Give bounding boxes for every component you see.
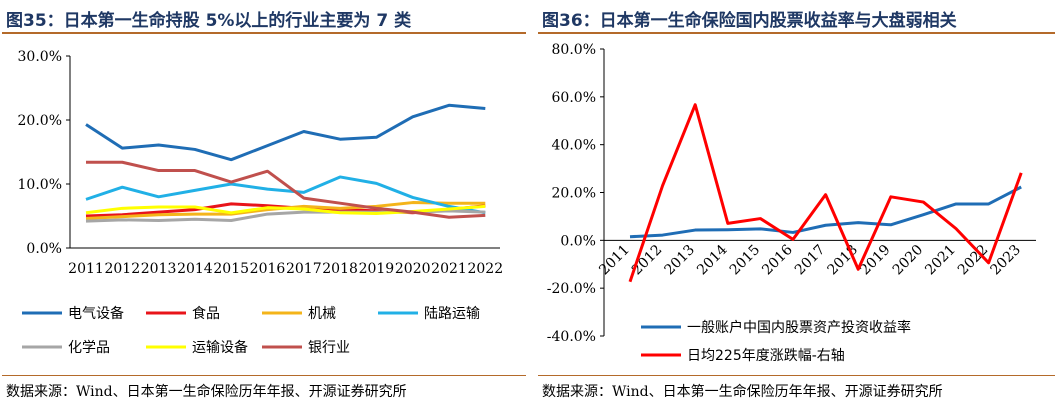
y-tick-label: 10.0% bbox=[18, 177, 62, 193]
legend-label: 电气设备 bbox=[68, 305, 124, 322]
x-tick-label: 2021 bbox=[922, 242, 959, 279]
right-chart-svg: -40.0% -20.0% 0.0% 20.0% 40.0% 60.0% 80.0% 2011… bbox=[547, 42, 1036, 364]
x-tick-label: 2016 bbox=[250, 261, 286, 277]
legend-label: 一般账户中国内股票资产投资收益率 bbox=[687, 319, 911, 336]
x-tick-label: 2016 bbox=[759, 242, 796, 279]
legend-label: 化学品 bbox=[68, 340, 110, 356]
source-divider bbox=[538, 375, 1055, 376]
title-divider bbox=[2, 32, 526, 34]
right-chart-panel: 图36：日本第一生命保险国内股票收益率与大盘弱相关 -40.0% -20.0% 0.… bbox=[536, 0, 1057, 405]
x-tick-label: 2020 bbox=[890, 242, 927, 279]
x-tick-label: 2021 bbox=[431, 261, 467, 277]
x-tick-label: 2013 bbox=[662, 242, 699, 279]
legend-label: 陆路运输 bbox=[424, 306, 480, 322]
legend-label: 运输设备 bbox=[192, 339, 248, 356]
series-line-4 bbox=[85, 175, 486, 215]
y-tick-label: -20.0% bbox=[547, 281, 596, 297]
series-line-2 bbox=[628, 103, 1023, 283]
series-line-1 bbox=[85, 103, 486, 162]
chart-title: 图35：日本第一生命持股 5%以上的行业主要为 7 类 bbox=[6, 11, 412, 31]
y-tick-label: -40.0% bbox=[547, 329, 596, 345]
left-chart-panel: 图35：日本第一生命持股 5%以上的行业主要为 7 类 0.0% 10.0% 20.… bbox=[0, 0, 528, 405]
y-tick-label: 0.0% bbox=[26, 241, 62, 257]
y-tick-label: 30.0% bbox=[18, 49, 62, 65]
x-tick-label: 2013 bbox=[141, 261, 177, 277]
source-divider bbox=[2, 375, 526, 376]
title-divider bbox=[538, 32, 1055, 34]
x-tick-label: 2011 bbox=[68, 261, 104, 277]
x-tick-label: 2014 bbox=[177, 261, 213, 277]
y-tick-label: 20.0% bbox=[18, 113, 62, 129]
y-tick-label: 20.0% bbox=[552, 186, 596, 202]
x-tick-label: 2015 bbox=[213, 261, 249, 277]
legend-label: 日均225年度涨跌幅-右轴 bbox=[687, 348, 845, 364]
x-tick-label: 2020 bbox=[395, 261, 431, 277]
series-line-6 bbox=[85, 204, 486, 215]
legend-label: 银行业 bbox=[308, 340, 350, 356]
x-tick-label: 2015 bbox=[727, 242, 764, 279]
x-tick-label: 2014 bbox=[694, 242, 731, 279]
y-tick-label: 0.0% bbox=[560, 233, 596, 249]
y-tick-label: 80.0% bbox=[552, 42, 596, 58]
legend-label: 食品 bbox=[192, 305, 220, 322]
source-note: 数据来源：Wind、日本第一生命保险历年年报、开源证券研究所 bbox=[542, 384, 943, 400]
x-tick-label: 2017 bbox=[286, 261, 322, 277]
y-tick-label: 40.0% bbox=[552, 138, 596, 154]
series-line-1 bbox=[629, 185, 1022, 239]
chart-title: 图36：日本第一生命保险国内股票收益率与大盘弱相关 bbox=[542, 11, 957, 31]
left-chart-svg: 0.0%10.0%20.0%30.0%2011 2012 2013 2014 2015 2… bbox=[18, 49, 504, 356]
legend-label: 机械 bbox=[308, 306, 336, 322]
source-note: 数据来源：Wind、日本第一生命保险历年年报、开源证券研究所 bbox=[6, 384, 407, 400]
x-tick-label: 2012 bbox=[104, 261, 140, 277]
y-tick-label: 60.0% bbox=[552, 90, 596, 106]
x-tick-label: 2022 bbox=[467, 261, 503, 277]
x-tick-label: 2018 bbox=[322, 261, 358, 277]
x-tick-label: 2019 bbox=[359, 261, 395, 277]
x-tick-label: 2011 bbox=[596, 242, 633, 279]
x-tick-label: 2017 bbox=[792, 242, 829, 279]
series-line-7 bbox=[86, 160, 486, 219]
